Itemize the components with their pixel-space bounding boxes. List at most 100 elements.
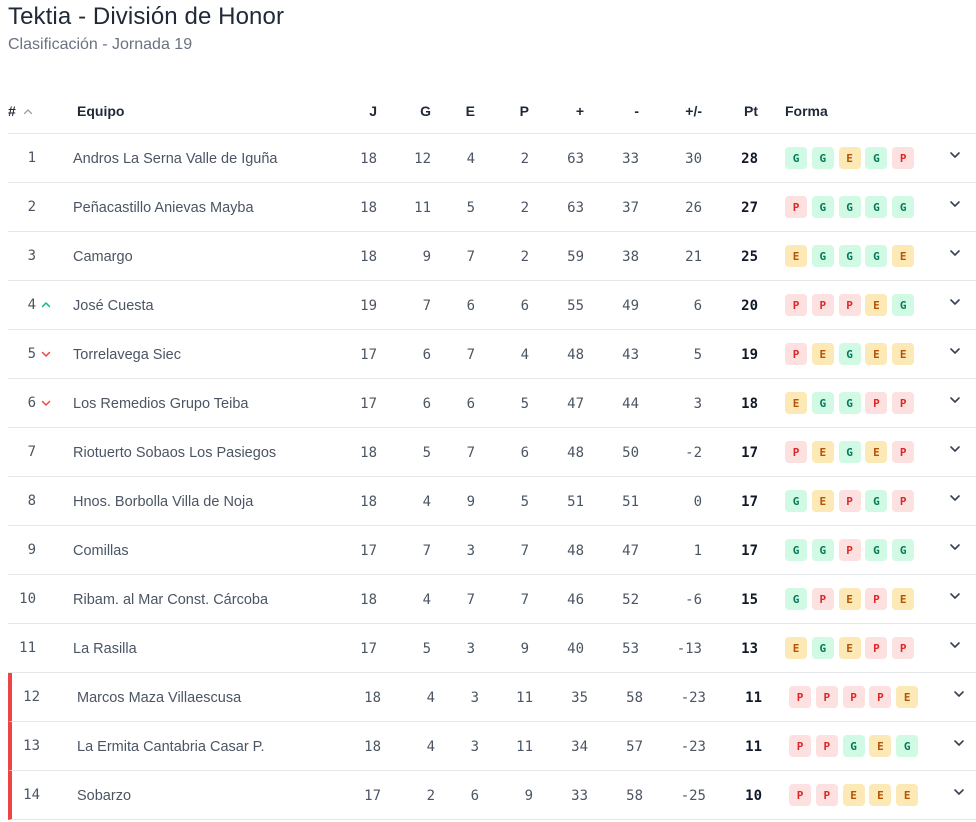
form-badge: P bbox=[838, 539, 861, 561]
won: 11 bbox=[414, 200, 431, 216]
form-badge: P bbox=[815, 735, 838, 757]
form-badge: E bbox=[865, 343, 888, 365]
points: 13 bbox=[741, 641, 758, 657]
team-name[interactable]: Sobarzo bbox=[77, 788, 132, 804]
form-badge: P bbox=[785, 343, 807, 365]
position: 6 bbox=[27, 395, 36, 411]
expand-row-button[interactable] bbox=[948, 330, 968, 378]
table-row[interactable]: 14 Sobarzo 17 2 6 9 33 58 -25 10 P P E E E bbox=[8, 771, 976, 820]
sort-by-position[interactable]: # bbox=[8, 88, 34, 133]
played: 17 bbox=[360, 396, 377, 412]
position: 9 bbox=[27, 542, 36, 558]
header-drawn[interactable]: E bbox=[465, 102, 475, 119]
form-badge: E bbox=[892, 245, 915, 267]
form-badge: G bbox=[785, 588, 807, 610]
form-badge: G bbox=[892, 539, 915, 561]
table-row[interactable]: 5 Torrelavega Siec 17 6 7 4 48 43 5 19 P E G E E bbox=[8, 330, 976, 379]
expand-row-button[interactable] bbox=[952, 673, 972, 721]
expand-row-button[interactable] bbox=[948, 134, 968, 182]
header-team[interactable]: Equipo bbox=[77, 102, 125, 119]
expand-row-button[interactable] bbox=[948, 281, 968, 329]
won: 4 bbox=[422, 494, 431, 510]
drawn: 3 bbox=[470, 690, 479, 706]
table-row[interactable]: 2 Peñacastillo Anievas Mayba 18 11 5 2 63 37 26 2… bbox=[8, 183, 976, 232]
played: 18 bbox=[360, 151, 377, 167]
table-row[interactable]: 8 Hnos. Borbolla Villa de Noja 18 4 9 5 51 51 0 1… bbox=[8, 477, 976, 526]
points: 17 bbox=[741, 543, 758, 559]
table-body: 1 Andros La Serna Valle de Iguña 18 12 4 2 63 3… bbox=[8, 134, 976, 820]
team-name[interactable]: Torrelavega Siec bbox=[73, 347, 181, 363]
chevron-down-icon bbox=[952, 736, 966, 750]
expand-row-button[interactable] bbox=[948, 526, 968, 574]
expand-row-button[interactable] bbox=[952, 771, 972, 819]
team-name[interactable]: Peñacastillo Anievas Mayba bbox=[73, 200, 254, 216]
header-won[interactable]: G bbox=[420, 102, 431, 119]
lost: 7 bbox=[520, 592, 529, 608]
table-row[interactable]: 10 Ribam. al Mar Const. Cárcoba 18 4 7 7 46 52 -… bbox=[8, 575, 976, 624]
team-name[interactable]: Los Remedios Grupo Teiba bbox=[73, 396, 249, 412]
header-goals-for[interactable]: + bbox=[575, 102, 584, 119]
team-name[interactable]: Andros La Serna Valle de Iguña bbox=[73, 151, 278, 167]
team-name[interactable]: Riotuerto Sobaos Los Pasiegos bbox=[73, 445, 277, 461]
table-row[interactable]: 13 La Ermita Cantabria Casar P. 18 4 3 11 34 57… bbox=[8, 722, 976, 771]
position: 5 bbox=[27, 346, 36, 362]
expand-row-button[interactable] bbox=[948, 477, 968, 525]
table-row[interactable]: 3 Camargo 18 9 7 2 59 38 21 25 E G G G E bbox=[8, 232, 976, 281]
form-badge: P bbox=[789, 735, 811, 757]
lost: 2 bbox=[520, 200, 529, 216]
form-badge: G bbox=[838, 392, 861, 414]
won: 4 bbox=[426, 739, 435, 755]
team-name[interactable]: La Ermita Cantabria Casar P. bbox=[77, 739, 265, 755]
lost: 11 bbox=[516, 690, 533, 706]
team-name[interactable]: Marcos Maza Villaescusa bbox=[77, 690, 242, 706]
table-row[interactable]: 4 José Cuesta 19 7 6 6 55 49 6 20 P P P E G bbox=[8, 281, 976, 330]
table-row[interactable]: 9 Comillas 17 7 3 7 48 47 1 17 G G P G G bbox=[8, 526, 976, 575]
form-badge: P bbox=[865, 392, 888, 414]
lost: 9 bbox=[524, 788, 533, 804]
expand-row-button[interactable] bbox=[948, 575, 968, 623]
drawn: 9 bbox=[466, 494, 475, 510]
table-row[interactable]: 11 La Rasilla 17 5 3 9 40 53 -13 13 E G E P P bbox=[8, 624, 976, 673]
header-goal-diff[interactable]: +/- bbox=[685, 102, 702, 119]
expand-row-button[interactable] bbox=[948, 428, 968, 476]
goal-diff: 30 bbox=[685, 151, 702, 167]
expand-row-button[interactable] bbox=[948, 232, 968, 280]
table-row[interactable]: 1 Andros La Serna Valle de Iguña 18 12 4 2 63 3… bbox=[8, 134, 976, 183]
team-name[interactable]: Ribam. al Mar Const. Cárcoba bbox=[73, 592, 269, 608]
played: 18 bbox=[360, 494, 377, 510]
lost: 6 bbox=[520, 298, 529, 314]
points: 19 bbox=[741, 347, 758, 363]
header-played[interactable]: J bbox=[369, 102, 377, 119]
goals-for: 46 bbox=[567, 592, 584, 608]
expand-row-button[interactable] bbox=[948, 624, 968, 672]
drawn: 6 bbox=[466, 396, 475, 412]
header-points[interactable]: Pt bbox=[744, 102, 758, 119]
drawn: 7 bbox=[466, 347, 475, 363]
expand-row-button[interactable] bbox=[948, 183, 968, 231]
table-row[interactable]: 7 Riotuerto Sobaos Los Pasiegos 18 5 7 6 48 50 -… bbox=[8, 428, 976, 477]
expand-row-button[interactable] bbox=[952, 722, 972, 770]
table-row[interactable]: 6 Los Remedios Grupo Teiba 17 6 6 5 47 44 3 18 E G G… bbox=[8, 379, 976, 428]
form-badge: E bbox=[811, 343, 834, 365]
team-name[interactable]: Comillas bbox=[73, 543, 129, 559]
won: 4 bbox=[422, 592, 431, 608]
form-badge: G bbox=[811, 392, 834, 414]
form-badge: P bbox=[785, 294, 807, 316]
team-name[interactable]: Hnos. Borbolla Villa de Noja bbox=[73, 494, 254, 510]
header-goals-against[interactable]: - bbox=[634, 102, 639, 119]
goal-diff: 6 bbox=[693, 298, 702, 314]
form-badge: G bbox=[785, 490, 807, 512]
points: 17 bbox=[741, 494, 758, 510]
goals-for: 63 bbox=[567, 151, 584, 167]
points: 17 bbox=[741, 445, 758, 461]
team-name[interactable]: Camargo bbox=[73, 249, 133, 265]
team-name[interactable]: José Cuesta bbox=[73, 298, 154, 314]
team-name[interactable]: La Rasilla bbox=[73, 641, 137, 657]
page-title: Tektia - División de Honor bbox=[8, 3, 285, 30]
drawn: 3 bbox=[466, 641, 475, 657]
table-row[interactable]: 12 Marcos Maza Villaescusa 18 4 3 11 35 58 -23 11… bbox=[8, 673, 976, 722]
expand-row-button[interactable] bbox=[948, 379, 968, 427]
header-lost[interactable]: P bbox=[519, 102, 529, 119]
